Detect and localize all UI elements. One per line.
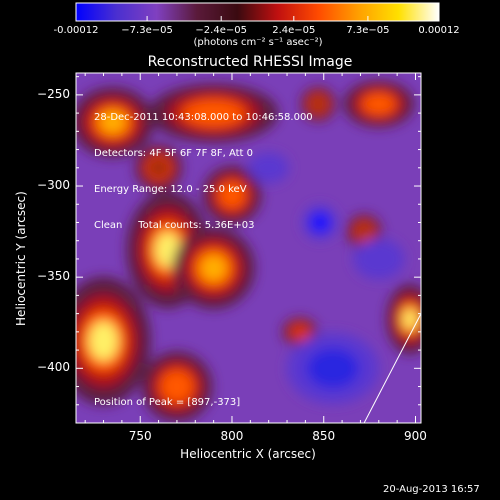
emission-blob (294, 327, 306, 337)
axis-ticks (76, 73, 421, 424)
annotation-energy: Energy Range: 12.0 - 25.0 keV (94, 184, 247, 195)
emission-blob (402, 308, 418, 331)
colorbar-tick-label: 2.4e−05 (272, 25, 316, 36)
emission-blob (358, 226, 370, 238)
y-tick-label: −400 (37, 360, 70, 375)
colorbar-tick-label: -0.00012 (53, 25, 99, 36)
colorbar-gradient (75, 2, 440, 22)
y-tick-label: −350 (37, 269, 70, 284)
colorbar (75, 2, 440, 22)
emission-blob (200, 255, 227, 281)
chart-title: Reconstructed RHESSI Image (147, 54, 353, 70)
emission-blob (222, 186, 242, 205)
peak-position-label: Position of Peak = [897,-373] (94, 397, 241, 408)
colorbar-tick-label: 0.00012 (418, 25, 460, 36)
x-tick-label: 800 (220, 429, 244, 443)
generation-date: 20-Aug-2013 16:57 (383, 484, 480, 495)
x-tick-label: 900 (404, 429, 427, 443)
emission-blob (88, 320, 119, 362)
y-tick-label: −250 (37, 86, 70, 101)
emission-blob (193, 103, 234, 123)
emission-blob (367, 96, 390, 112)
colorbar-tick-label: −7.3e−05 (121, 25, 173, 36)
colorbar-tick-label: 7.3e−05 (346, 25, 390, 36)
emission-blob (151, 160, 166, 176)
negative-blob (256, 159, 281, 177)
negative-blob (309, 212, 331, 233)
y-tick-label: −300 (37, 178, 70, 193)
negative-blob (306, 347, 360, 389)
colorbar-units: (photons cm⁻² s⁻¹ asec⁻²) (193, 37, 323, 48)
heatmap-blobs (76, 80, 421, 422)
y-axis-label: Heliocentric Y (arcsec) (14, 191, 28, 326)
plot-frame (75, 72, 422, 424)
colorbar-ticks (75, 16, 440, 21)
annotation-clean: Clean Total counts: 5.36E+03 (94, 220, 255, 231)
negative-blob (364, 247, 394, 271)
solar-limb-line (363, 313, 421, 423)
emission-blob (165, 375, 188, 398)
x-tick-label: 850 (312, 429, 336, 443)
annotation-detectors: Detectors: 4F 5F 6F 7F 8F, Att 0 (94, 148, 254, 159)
annotation-block: 28-Dec-2011 10:43:08.000 to 10:46:58.000… (94, 88, 313, 244)
emission-blob (312, 98, 324, 110)
x-axis-label: Heliocentric X (arcsec) (180, 447, 316, 461)
x-tick-label: 750 (128, 429, 152, 443)
colorbar-tick-label: −2.4e−05 (195, 25, 247, 36)
emission-blob (99, 111, 126, 134)
annotation-time: 28-Dec-2011 10:43:08.000 to 10:46:58.000 (94, 112, 313, 123)
